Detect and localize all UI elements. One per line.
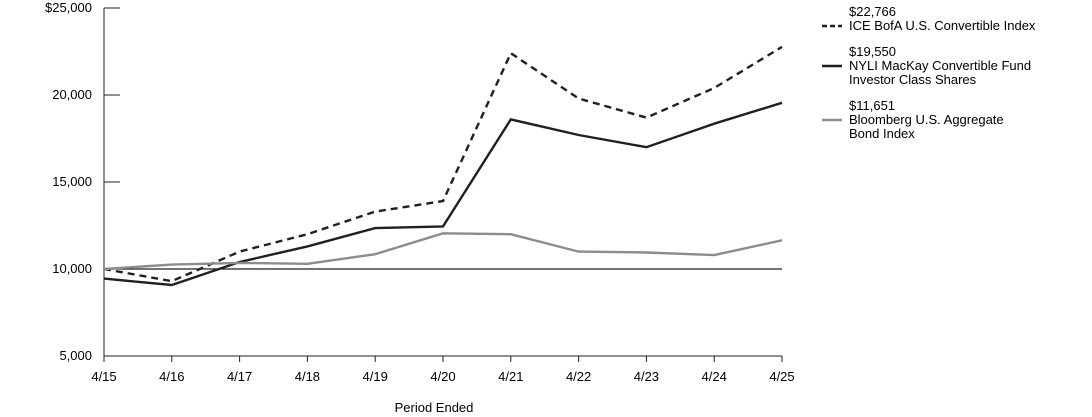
x-tick-label: 4/23 — [634, 369, 659, 384]
legend-label-1: ICE BofA U.S. Convertible Index — [849, 18, 1036, 33]
legend-label-3: Bloomberg U.S. Aggregate — [849, 112, 1004, 127]
x-tick-label: 4/25 — [769, 369, 794, 384]
x-tick-label: 4/19 — [363, 369, 388, 384]
x-tick-label: 4/21 — [498, 369, 523, 384]
x-tick-label: 4/24 — [702, 369, 727, 384]
axes: $25,000 20,000 15,000 10,000 5,000 4/15 4/16 4/… — [45, 0, 795, 384]
series-line-1 — [103, 45, 783, 283]
series-line-2 — [103, 101, 783, 287]
x-tick-label: 4/17 — [227, 369, 252, 384]
x-tick-label: 4/15 — [91, 369, 116, 384]
y-tick-label: $25,000 — [45, 0, 92, 15]
x-tick-label: 4/22 — [566, 369, 591, 384]
series-line-3 — [103, 232, 783, 271]
series-layer — [103, 45, 783, 287]
y-tick-label: 5,000 — [59, 348, 92, 363]
x-axis-title: Period Ended — [395, 400, 474, 415]
legend-value-2: $19,550 — [849, 44, 896, 59]
x-tick-label: 4/16 — [159, 369, 184, 384]
legend-value-1: $22,766 — [849, 4, 896, 19]
y-tick-label: 20,000 — [52, 87, 92, 102]
legend-label-3: Bond Index — [849, 126, 915, 141]
legend-label-2: Investor Class Shares — [849, 72, 977, 87]
legend-value-3: $11,651 — [849, 98, 895, 113]
x-tick-label: 4/18 — [295, 369, 320, 384]
legend-label-2: NYLI MacKay Convertible Fund — [849, 58, 1031, 73]
y-tick-label: 15,000 — [52, 174, 92, 189]
x-tick-label: 4/20 — [430, 369, 455, 384]
y-tick-label: 10,000 — [52, 261, 92, 276]
